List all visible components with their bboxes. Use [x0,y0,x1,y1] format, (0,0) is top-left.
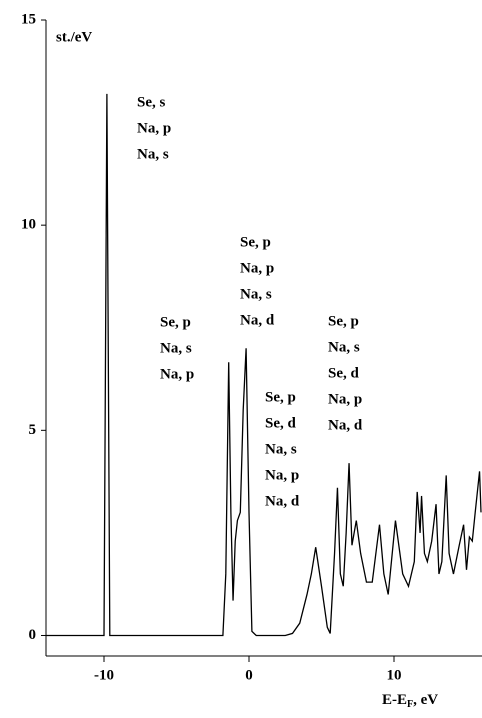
x-tick-label: 10 [387,667,402,683]
y-tick-label: 5 [29,422,37,438]
x-label-suffix: , eV [413,692,438,708]
annotation: Na, p [137,120,171,136]
annotation: Se, s [137,94,166,110]
annotation: Se, p [265,389,296,405]
annotation: Na, p [240,260,274,276]
annotation: Na, s [137,146,169,162]
annotation: Se, p [240,234,271,250]
y-axis-label: st./eV [56,29,92,45]
dos-line [46,93,482,637]
annotation: Se, d [328,365,360,381]
annotation: Na, d [240,312,275,328]
annotation: Na, p [160,366,194,382]
y-tick-label: 0 [29,627,37,643]
annotation: Na, p [265,467,299,483]
annotation: Na, d [265,493,300,509]
y-tick-label: 15 [21,11,36,27]
annotation: Se, d [265,415,297,431]
annotation: Na, d [328,417,363,433]
x-tick-label: 0 [245,667,253,683]
annotation: Se, p [328,313,359,329]
annotation: Na, s [240,286,272,302]
annotation: Na, s [265,441,297,457]
y-tick-label: 10 [21,217,36,233]
x-tick-label: -10 [94,667,114,683]
x-label-subscript: F [407,699,413,710]
x-axis-label: E-EF, eV [382,692,438,710]
annotation: Na, p [328,391,362,407]
x-label-main: E-E [382,692,407,708]
annotation: Na, s [160,340,192,356]
annotation: Na, s [328,339,360,355]
annotation: Se, p [160,314,191,330]
